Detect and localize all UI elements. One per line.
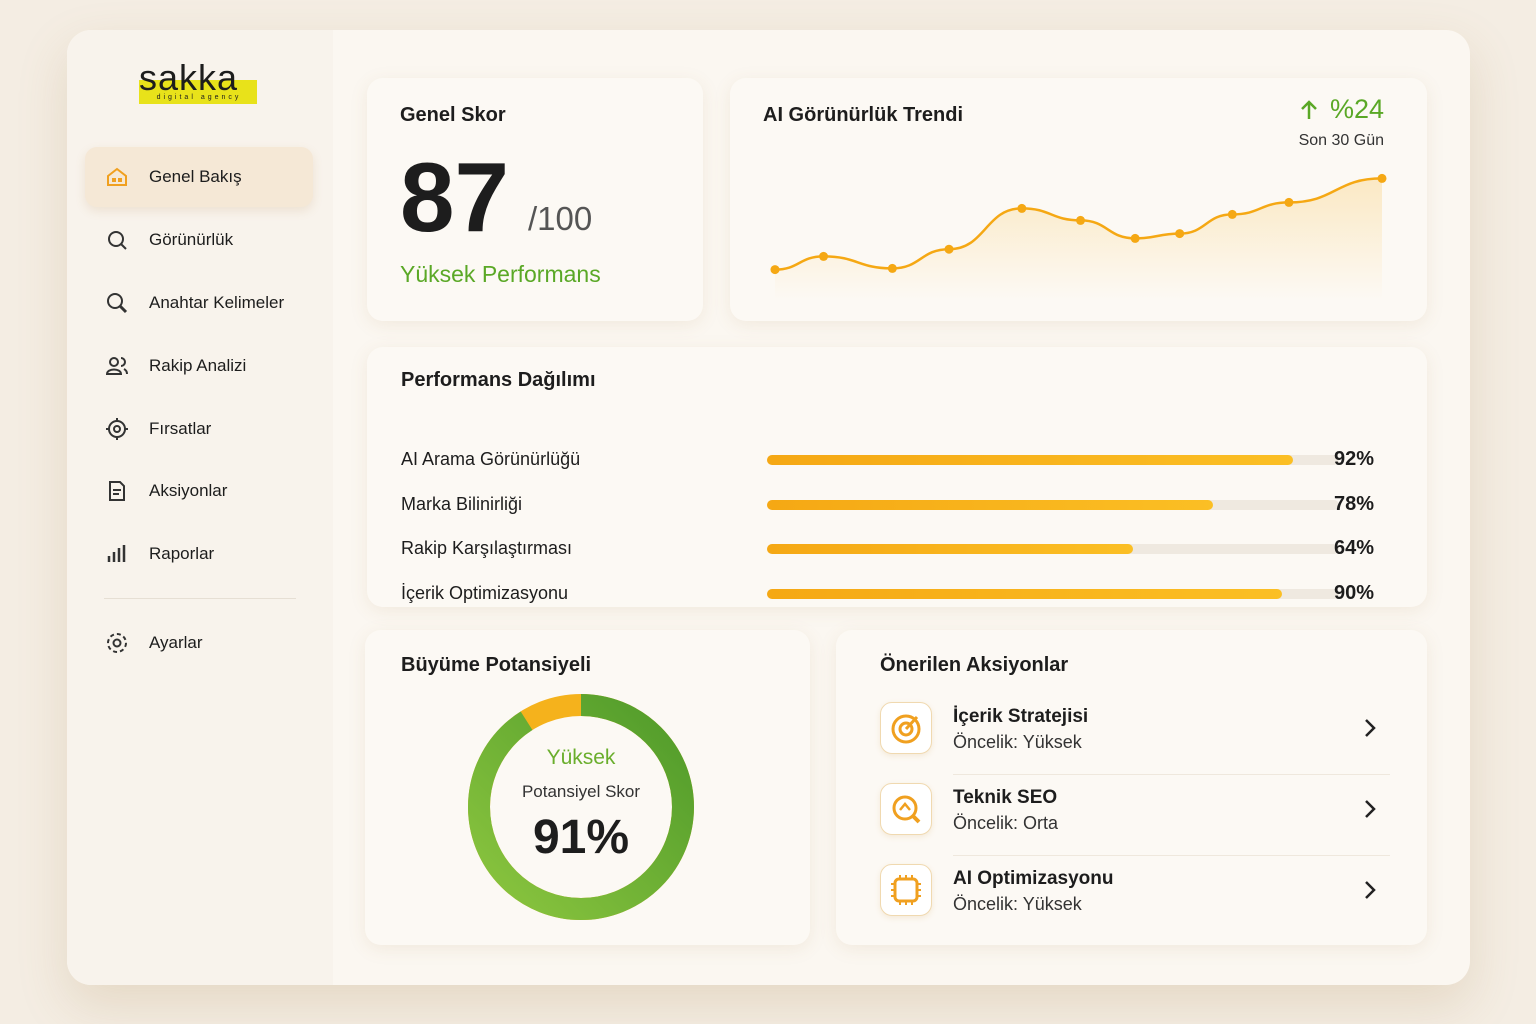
bar-value: 90% [1333, 582, 1374, 604]
action-icon [880, 783, 932, 835]
nav-icon [107, 293, 128, 314]
score-status: Yüksek Performans [400, 261, 601, 287]
nav-icon [106, 418, 128, 440]
trend-point [1130, 233, 1140, 243]
bar-value: 64% [1333, 537, 1374, 559]
action-icon [880, 702, 932, 754]
nav-item[interactable]: Genel Bakış [85, 147, 313, 207]
action-name: AI Optimizasyonu [953, 868, 1114, 889]
divider [104, 598, 296, 599]
bar [767, 589, 1282, 599]
chevron [1365, 881, 1376, 899]
trend-point [819, 251, 829, 261]
nav-label: Raporlar [149, 544, 215, 563]
trend-point [944, 244, 954, 254]
nav-icon [108, 231, 127, 250]
nav-label: Görünürlük [149, 230, 234, 249]
chevron [1365, 719, 1376, 737]
nav-icon [107, 545, 126, 562]
trend-point [1175, 229, 1185, 239]
logo-name: sakka [139, 57, 239, 98]
trend-point [770, 265, 780, 275]
nav-item[interactable]: Ayarlar [85, 613, 313, 673]
donut-chart [468, 694, 694, 920]
nav-label: Aksiyonlar [149, 481, 228, 500]
nav-icon [107, 633, 127, 653]
card-title: Performans Dağılımı [401, 369, 596, 391]
nav-item[interactable]: Rakip Analizi [85, 336, 313, 396]
nav-item[interactable]: Görünürlük [85, 210, 313, 270]
actions-card: Önerilen Aksiyonlar İçerik Stratejisi Ön… [836, 630, 1427, 945]
donut-value [468, 694, 694, 920]
nav-label: Ayarlar [149, 633, 203, 652]
nav-label: Fırsatlar [149, 419, 212, 438]
bar [767, 544, 1134, 554]
logo-highlight [139, 80, 257, 104]
trend-point [1017, 203, 1027, 213]
bar-label: Rakip Karşılaştırması [401, 538, 573, 558]
nav-icon [105, 357, 128, 375]
logo: sakka digital agency [139, 58, 257, 104]
trend-period: Son 30 Gün [1298, 132, 1384, 149]
trend-point [1377, 173, 1387, 183]
growth-caption: Potansiyel Skor [521, 782, 641, 801]
bar-value: 92% [1333, 448, 1374, 470]
trend-chart [770, 173, 1387, 300]
bar [767, 500, 1214, 510]
divider [953, 774, 1390, 775]
nav-icon [109, 481, 125, 501]
performance-card: Performans Dağılımı AI Arama Görünürlüğü… [367, 347, 1427, 607]
up-arrow [1301, 100, 1317, 119]
nav-item[interactable]: Anahtar Kelimeler [85, 273, 313, 333]
card-title: Önerilen Aksiyonlar [880, 654, 1069, 676]
action-priority: Öncelik: Orta [953, 813, 1059, 833]
trend-card: AI Görünürlük Trendi %24 Son 30 Gün [730, 78, 1427, 321]
card-title: AI Görünürlük Trendi [763, 104, 964, 126]
growth-card: Büyüme Potansiyeli Yüksek Potansiyel Sko… [365, 630, 810, 945]
logo-tagline: digital agency [156, 94, 242, 101]
bar-label: İçerik Optimizasyonu [401, 583, 569, 603]
action-item[interactable]: AI Optimizasyonu Öncelik: Yüksek [880, 858, 1390, 928]
growth-value: 91% [532, 811, 630, 864]
action-priority: Öncelik: Yüksek [953, 732, 1082, 752]
score-card: Genel Skor 87 /100 Yüksek Performans [367, 78, 703, 321]
action-item[interactable]: Teknik SEO Öncelik: Orta [880, 777, 1390, 856]
score-value: 87 [400, 142, 510, 252]
trend-change: %24 [1329, 94, 1384, 124]
trend-point [1284, 197, 1294, 207]
nav-label: Rakip Analizi [149, 356, 247, 375]
nav-label: Anahtar Kelimeler [149, 293, 285, 312]
action-item[interactable]: İçerik Stratejisi Öncelik: Yüksek [880, 696, 1390, 775]
nav-icon [107, 167, 127, 186]
bar-label: Marka Bilinirliği [401, 494, 523, 514]
nav-item[interactable]: Fırsatlar [85, 399, 313, 459]
nav-label: Genel Bakış [149, 167, 242, 186]
card-title: Genel Skor [400, 104, 506, 126]
sidebar: sakka digital agency Genel Bakış Görünür… [67, 30, 333, 985]
chevron [1365, 800, 1376, 818]
bar-value: 78% [1333, 493, 1374, 515]
bar-label: AI Arama Görünürlüğü [401, 449, 581, 469]
growth-level: Yüksek [546, 746, 616, 769]
nav-item[interactable]: Raporlar [85, 524, 313, 584]
trend-area [775, 178, 1382, 300]
action-icon [880, 864, 932, 916]
divider [953, 855, 1390, 856]
bar [767, 455, 1294, 465]
trend-point [887, 263, 897, 273]
card-title: Büyüme Potansiyeli [401, 654, 592, 676]
trend-point [1227, 209, 1237, 219]
action-name: İçerik Stratejisi [953, 706, 1089, 727]
trend-point [1076, 215, 1086, 225]
action-name: Teknik SEO [953, 787, 1058, 808]
score-max: /100 [528, 200, 593, 237]
nav-item[interactable]: Aksiyonlar [85, 461, 313, 521]
app-frame: sakka digital agency Genel Bakış Görünür… [67, 30, 1470, 985]
action-priority: Öncelik: Yüksek [953, 894, 1082, 914]
